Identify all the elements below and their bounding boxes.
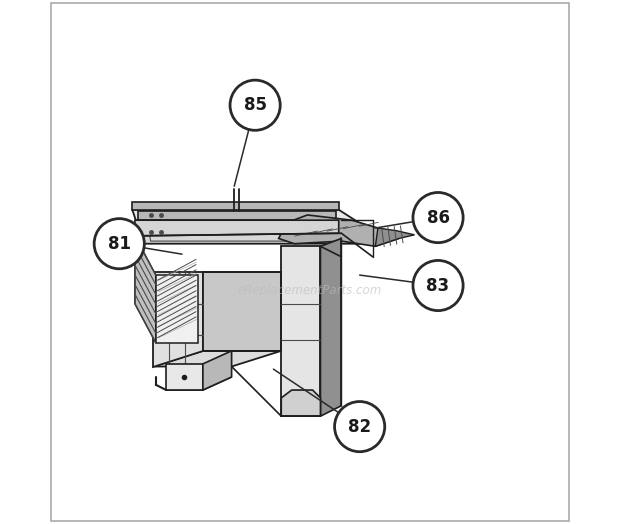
Polygon shape xyxy=(138,211,336,220)
Polygon shape xyxy=(203,351,232,390)
Polygon shape xyxy=(321,238,342,416)
Polygon shape xyxy=(138,220,370,244)
Text: 85: 85 xyxy=(244,96,267,114)
Circle shape xyxy=(94,219,144,269)
Polygon shape xyxy=(156,275,198,343)
Circle shape xyxy=(413,192,463,243)
Polygon shape xyxy=(138,220,143,252)
Polygon shape xyxy=(132,210,375,233)
Polygon shape xyxy=(132,202,339,210)
Polygon shape xyxy=(203,272,281,351)
Text: 86: 86 xyxy=(427,209,449,226)
Text: eReplacementParts.com: eReplacementParts.com xyxy=(238,284,382,297)
Text: 83: 83 xyxy=(427,277,449,294)
Circle shape xyxy=(413,260,463,311)
Polygon shape xyxy=(375,228,415,246)
Polygon shape xyxy=(153,272,203,366)
Text: 81: 81 xyxy=(108,235,131,253)
Polygon shape xyxy=(135,236,156,343)
Polygon shape xyxy=(153,351,281,366)
Polygon shape xyxy=(135,220,339,236)
Circle shape xyxy=(335,401,385,452)
Polygon shape xyxy=(281,390,321,416)
Polygon shape xyxy=(278,215,399,246)
Polygon shape xyxy=(166,377,232,390)
Polygon shape xyxy=(281,246,321,416)
Circle shape xyxy=(230,80,280,130)
Text: 82: 82 xyxy=(348,418,371,435)
Polygon shape xyxy=(166,364,203,390)
